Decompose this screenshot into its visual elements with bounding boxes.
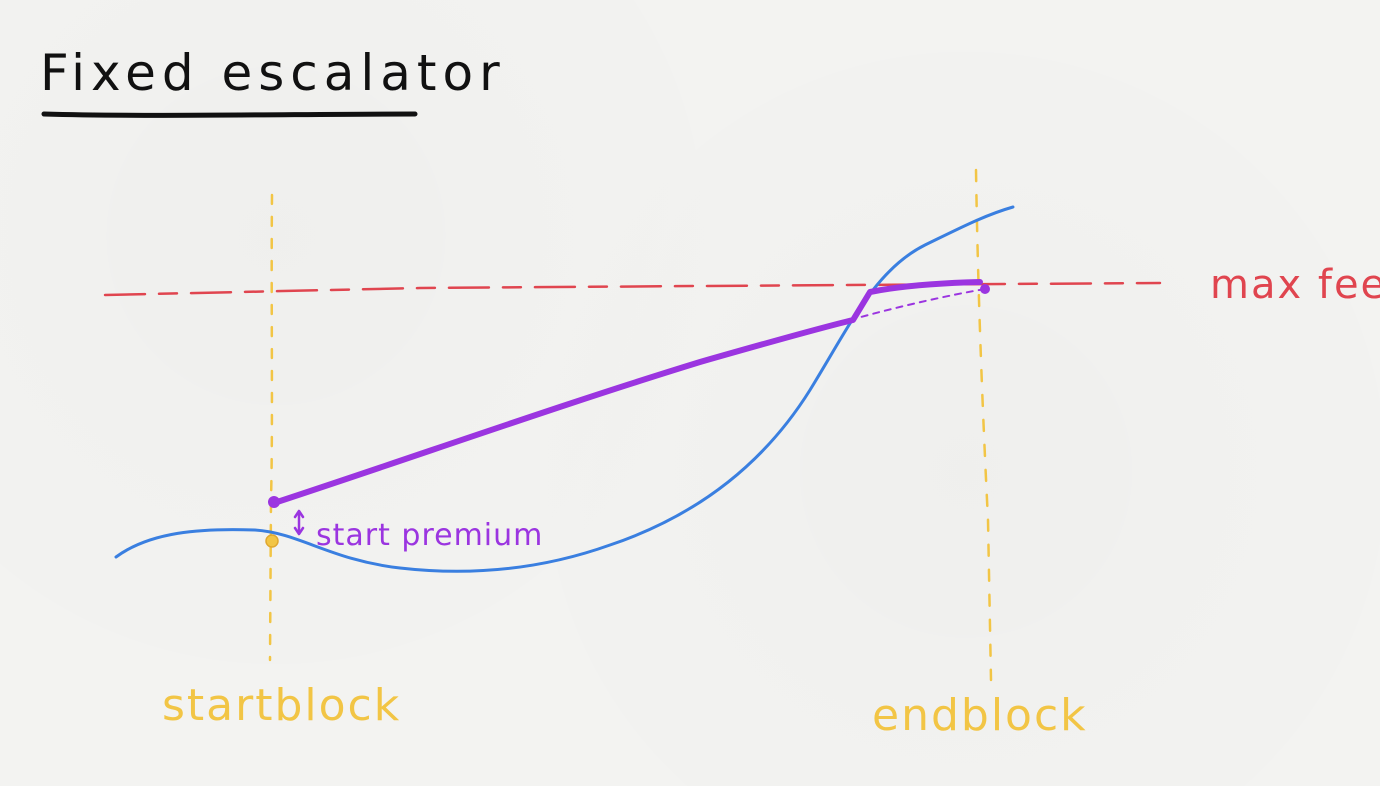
escalator-bid-line: [271, 279, 983, 506]
base-fee-start-marker: [265, 534, 279, 548]
escalator-start-point: [268, 496, 280, 508]
start-block-label: startblock: [162, 680, 401, 731]
max-fee-line: [103, 281, 1162, 297]
escalator-projection-line: [849, 288, 986, 321]
start-premium-label: start premium: [316, 518, 543, 553]
max-fee-label: max fee: [1210, 262, 1380, 308]
escalator-end-point: [980, 284, 990, 294]
start-premium-arrow-down-head: [293, 526, 305, 536]
start-block-line: [268, 193, 274, 662]
end-block-line: [974, 168, 993, 682]
start-premium-arrow-up-head: [293, 509, 305, 519]
diagram-title: Fixed escalator: [40, 44, 506, 102]
end-block-label: endblock: [872, 690, 1088, 741]
title-underline: [41, 111, 418, 118]
base-fee-curve: [114, 205, 1015, 573]
